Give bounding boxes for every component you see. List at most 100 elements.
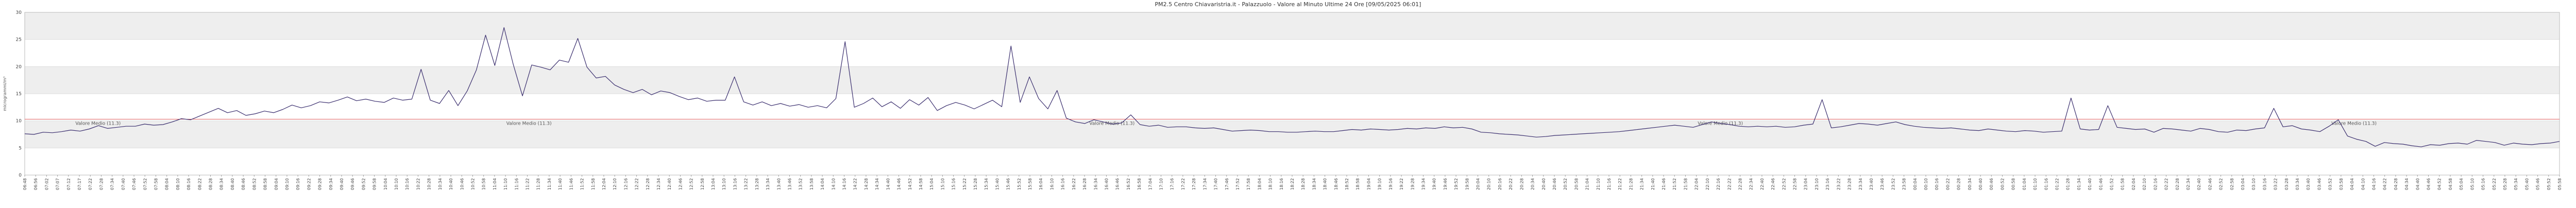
x-tick-label: 02:34 xyxy=(2186,178,2191,190)
x-tick-label: 08:40 xyxy=(230,178,235,190)
x-tick-label: 12:04 xyxy=(602,178,606,190)
x-tick-label: 20:34 xyxy=(1531,178,1535,190)
x-tick-label: 00:58 xyxy=(2011,178,2016,190)
reference-line-label: Valore Medio (11.3) xyxy=(506,122,552,127)
x-tick-label: 07:58 xyxy=(154,178,158,190)
x-tick-label: 12:52 xyxy=(689,178,694,190)
x-tick-label: 11:10 xyxy=(503,178,508,190)
x-tick-label: 22:16 xyxy=(1716,178,1721,190)
x-tick-label: 04:28 xyxy=(2394,178,2398,190)
series-layer xyxy=(24,27,2560,147)
x-tick-label: 11:34 xyxy=(547,178,552,190)
x-tick-label: 05:58 xyxy=(2557,178,2562,190)
x-tick-label: 20:58 xyxy=(1574,178,1579,190)
x-tick-label: 02:22 xyxy=(2164,178,2169,190)
x-tick-label: 13:52 xyxy=(799,178,803,190)
x-tick-label: 16:28 xyxy=(1082,178,1087,190)
grid-layer xyxy=(24,12,2560,176)
x-tick-label: 07:40 xyxy=(121,178,126,190)
x-tick-label: 12:10 xyxy=(613,178,617,190)
x-tick-label: 03:22 xyxy=(2274,178,2278,190)
x-tick-label: 01:10 xyxy=(2033,178,2038,190)
y-tick-label: 10 xyxy=(16,119,22,124)
x-tick-label: 17:22 xyxy=(1181,178,1185,190)
x-tick-label: 00:52 xyxy=(2000,178,2005,190)
x-tick-label: 12:58 xyxy=(700,178,705,190)
x-tick-label: 12:22 xyxy=(635,178,639,190)
grid-band xyxy=(25,12,2560,40)
x-tick-label: 03:28 xyxy=(2284,178,2289,190)
x-tick-label: 22:46 xyxy=(1771,178,1775,190)
x-tick-label: 09:22 xyxy=(307,178,311,190)
x-tick-label: 23:04 xyxy=(1804,178,1808,190)
x-tick-label: 00:40 xyxy=(1978,178,1983,190)
x-tick-label: 15:22 xyxy=(962,178,967,190)
x-tick-label: 10:34 xyxy=(438,178,443,190)
x-tick-label: 07:02 xyxy=(44,178,49,190)
x-tick-label: 22:52 xyxy=(1782,178,1786,190)
x-tick-label: 03:40 xyxy=(2306,178,2311,190)
x-tick-label: 07:22 xyxy=(88,178,93,190)
x-tick-label: 16:34 xyxy=(1093,178,1098,190)
x-tick-label: 04:52 xyxy=(2437,178,2442,190)
x-tick-label: 16:16 xyxy=(1061,178,1065,190)
x-tick-label: 02:04 xyxy=(2131,178,2136,190)
x-tick-label: 18:04 xyxy=(1257,178,1262,190)
reference-line-label: Valore Medio (11.3) xyxy=(2331,122,2377,127)
x-tick-label: 09:58 xyxy=(372,178,377,190)
x-tick-label: 07:52 xyxy=(143,178,147,190)
x-tick-label: 19:16 xyxy=(1388,178,1393,190)
x-tick-label: 09:04 xyxy=(274,178,279,190)
x-tick-label: 16:58 xyxy=(1137,178,1142,190)
x-tick-label: 14:46 xyxy=(897,178,902,190)
x-tick-label: 01:40 xyxy=(2088,178,2092,190)
x-tick-label: 00:28 xyxy=(1957,178,1961,190)
x-tick-label: 22:28 xyxy=(1738,178,1742,190)
x-tick-label: 21:10 xyxy=(1596,178,1601,190)
x-tick-label: 21:40 xyxy=(1651,178,1655,190)
grid-band xyxy=(25,148,2560,175)
x-tick-label: 18:52 xyxy=(1345,178,1349,190)
x-tick-label: 09:40 xyxy=(340,178,344,190)
y-tick-label: 15 xyxy=(16,92,22,97)
x-tick-label: 10:46 xyxy=(460,178,464,190)
x-tick-label: 10:16 xyxy=(405,178,410,190)
x-tick-label: 20:52 xyxy=(1563,178,1568,190)
x-tick-label: 20:46 xyxy=(1552,178,1557,190)
x-tick-label: 02:46 xyxy=(2208,178,2212,190)
x-tick-label: 00:22 xyxy=(1945,178,1950,190)
x-tick-label: 08:22 xyxy=(197,178,202,190)
x-tick-label: 17:46 xyxy=(1225,178,1229,190)
x-tick-label: 08:04 xyxy=(165,178,170,190)
x-tick-label: 23:10 xyxy=(1815,178,1819,190)
x-tick-label: 07:12 xyxy=(66,178,71,190)
x-tick-label: 12:28 xyxy=(646,178,650,190)
x-tick-label: 19:04 xyxy=(1366,178,1371,190)
x-tick-label: 22:04 xyxy=(1694,178,1699,190)
x-tick-label: 17:16 xyxy=(1170,178,1175,190)
x-tick-label: 14:28 xyxy=(864,178,869,190)
x-tick-label: 18:28 xyxy=(1301,178,1306,190)
y-axis-label: microgrammi/m³ xyxy=(3,76,7,111)
x-tick-label: 14:04 xyxy=(820,178,825,190)
x-tick-label: 01:04 xyxy=(2022,178,2027,190)
x-tick-label: 20:04 xyxy=(1476,178,1481,190)
x-tick-label: 13:10 xyxy=(722,178,726,190)
x-tick-label: 19:58 xyxy=(1465,178,1469,190)
y-ticks: 0 5 10 15 20 25 30 xyxy=(16,10,22,178)
x-tick-label: 16:22 xyxy=(1072,178,1076,190)
x-tick-label: 19:52 xyxy=(1454,178,1459,190)
x-tick-label: 12:40 xyxy=(667,178,672,190)
x-tick-label: 20:40 xyxy=(1541,178,1546,190)
x-tick-label: 08:58 xyxy=(263,178,268,190)
x-tick-label: 06:48 xyxy=(23,178,27,190)
x-tick-label: 18:46 xyxy=(1334,178,1338,190)
x-tick-label: 07:34 xyxy=(110,178,115,190)
x-tick-label: 15:10 xyxy=(940,178,945,190)
x-tick-label: 21:16 xyxy=(1607,178,1612,190)
x-tick-label: 23:46 xyxy=(1880,178,1885,190)
x-tick-label: 03:52 xyxy=(2328,178,2333,190)
x-tick-label: 15:40 xyxy=(995,178,999,190)
y-tick-label: 30 xyxy=(16,10,22,15)
